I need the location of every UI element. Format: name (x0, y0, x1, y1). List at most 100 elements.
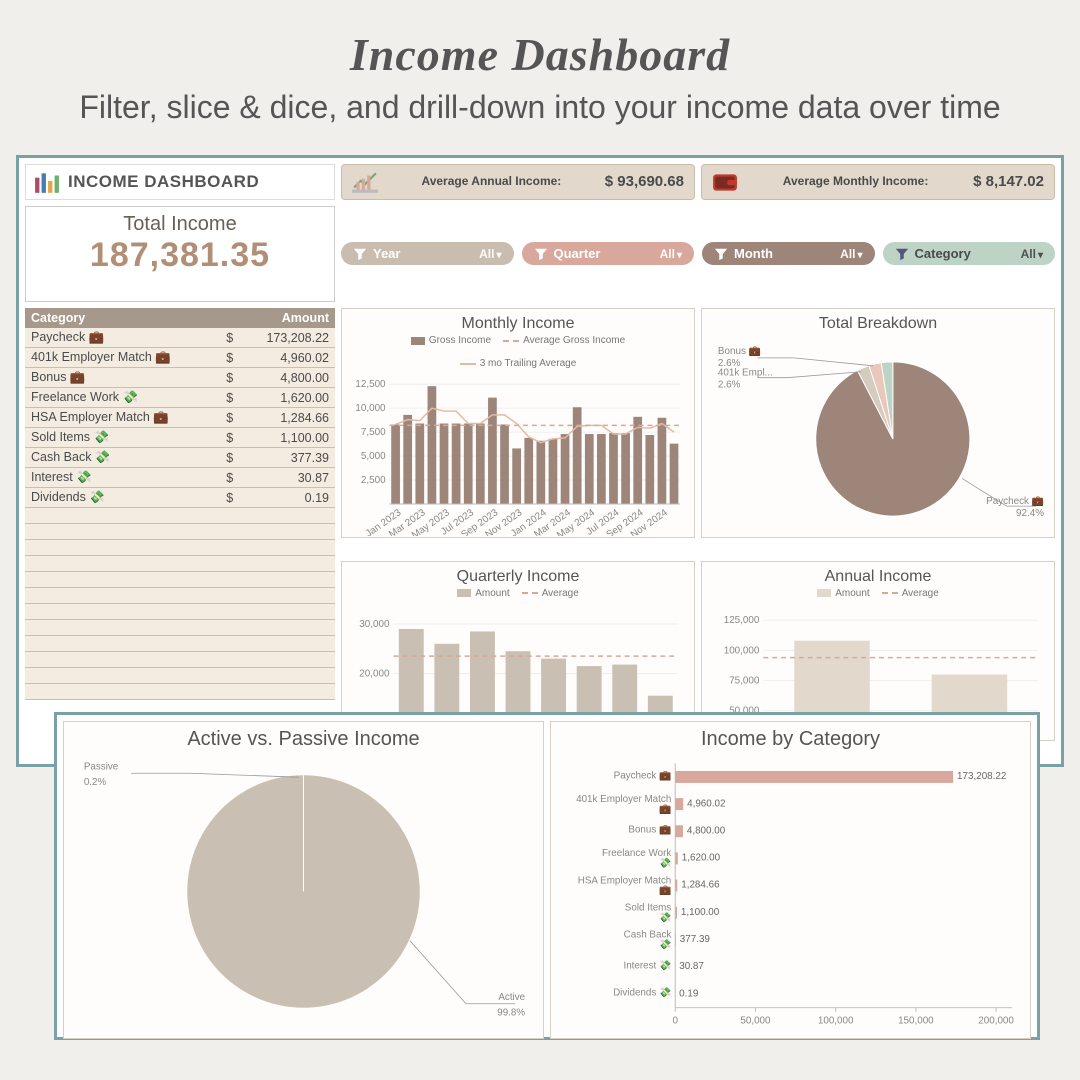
svg-text:10,000: 10,000 (355, 403, 386, 414)
svg-text:92.4%: 92.4% (1016, 508, 1044, 519)
svg-text:0.19: 0.19 (679, 988, 699, 999)
svg-text:100,000: 100,000 (818, 1015, 854, 1026)
kpi-annual-label: Average Annual Income: (386, 175, 597, 188)
svg-text:7,500: 7,500 (361, 427, 386, 438)
filter-icon (534, 247, 548, 261)
svg-text:150,000: 150,000 (898, 1015, 934, 1026)
svg-text:200,000: 200,000 (978, 1015, 1014, 1026)
svg-text:💼: 💼 (659, 885, 672, 896)
svg-text:HSA Employer Match: HSA Employer Match (578, 875, 672, 886)
category-table: Category Amount Paycheck 💼$173,208.22401… (25, 308, 335, 700)
svg-text:173,208.22: 173,208.22 (957, 771, 1006, 782)
svg-text:Paycheck 💼: Paycheck 💼 (986, 496, 1045, 507)
breakdown-chart-title: Total Breakdown (710, 315, 1046, 333)
svg-text:1,284.66: 1,284.66 (681, 880, 720, 891)
table-row: Bonus 💼$4,800.00 (25, 368, 335, 388)
overlay-frame: Active vs. Passive Income Passive0.2%Act… (54, 712, 1040, 1040)
annual-chart-legend: Amount Average (710, 588, 1046, 599)
svg-text:20,000: 20,000 (359, 668, 390, 679)
filter-month[interactable]: Month All (702, 242, 875, 265)
svg-text:Paycheck 💼: Paycheck 💼 (614, 770, 672, 781)
kpi-monthly-value: $ 8,147.02 (973, 173, 1044, 190)
total-income-label: Total Income (30, 213, 330, 236)
svg-text:Passive: Passive (84, 761, 119, 772)
dashboard-title: INCOME DASHBOARD (68, 172, 259, 192)
annual-chart-title: Annual Income (710, 568, 1046, 586)
svg-text:12,500: 12,500 (355, 379, 386, 390)
filter-quarter-value: All (660, 247, 682, 261)
filter-category[interactable]: Category All (883, 242, 1056, 265)
filter-year-label: Year (373, 246, 473, 261)
income-by-category-chart: Income by Category Paycheck 💼 173,208.22 4… (550, 721, 1031, 1039)
filter-icon (714, 247, 728, 261)
filter-category-value: All (1021, 247, 1043, 261)
hero-header: Income Dashboard Filter, slice & dice, a… (0, 0, 1080, 147)
page-subtitle: Filter, slice & dice, and drill-down int… (40, 87, 1040, 129)
bar-chart-icon (34, 171, 60, 193)
svg-text:377.39: 377.39 (680, 934, 711, 945)
filter-category-label: Category (915, 246, 1015, 261)
quarterly-chart-legend: Amount Average (350, 588, 686, 599)
filter-quarter[interactable]: Quarter All (522, 242, 695, 265)
table-row: Interest 💸$30.87 (25, 468, 335, 488)
page-title: Income Dashboard (40, 28, 1040, 81)
table-row: Freelance Work 💸$1,620.00 (25, 388, 335, 408)
active-passive-title: Active vs. Passive Income (72, 728, 535, 751)
svg-text:💸: 💸 (659, 939, 671, 951)
svg-text:401k Employer Match: 401k Employer Match (576, 794, 671, 805)
dashboard-title-bar: INCOME DASHBOARD (25, 164, 335, 200)
svg-text:💼: 💼 (659, 804, 672, 815)
filter-icon (353, 247, 367, 261)
filter-bar: Year All Quarter All Month All Category … (341, 206, 1055, 303)
monthly-chart-title: Monthly Income (350, 315, 686, 333)
filter-icon (895, 247, 909, 261)
total-income-card: Total Income 187,381.35 (25, 206, 335, 303)
svg-text:2.6%: 2.6% (718, 380, 741, 391)
svg-text:1,100.00: 1,100.00 (681, 907, 720, 918)
svg-text:0: 0 (673, 1015, 679, 1026)
kpi-annual: Average Annual Income: $ 93,690.68 (341, 164, 695, 200)
by-category-title: Income by Category (559, 728, 1022, 751)
table-row: Paycheck 💼$173,208.22 (25, 328, 335, 348)
total-income-value: 187,381.35 (30, 236, 330, 275)
svg-text:Bonus 💼: Bonus 💼 (628, 825, 672, 836)
svg-text:2,500: 2,500 (361, 475, 386, 486)
svg-text:4,960.02: 4,960.02 (687, 798, 725, 809)
filter-year-value: All (479, 247, 501, 261)
trend-up-icon (352, 171, 378, 193)
svg-text:30.87: 30.87 (679, 961, 704, 972)
kpi-monthly: Average Monthly Income: $ 8,147.02 (701, 164, 1055, 200)
svg-text:5,000: 5,000 (361, 451, 386, 462)
svg-text:50,000: 50,000 (740, 1015, 771, 1026)
filter-month-label: Month (734, 246, 834, 261)
table-row: Sold Items 💸$1,100.00 (25, 428, 335, 448)
svg-text:Interest 💸: Interest 💸 (623, 959, 671, 971)
monthly-income-chart: Monthly Income Gross Income Average Gros… (341, 308, 695, 538)
filter-quarter-label: Quarter (554, 246, 654, 261)
table-row: Dividends 💸$0.19 (25, 488, 335, 508)
col-category: Category (25, 308, 220, 328)
col-cur (220, 308, 239, 328)
svg-text:4,800.00: 4,800.00 (687, 825, 726, 836)
svg-text:30,000: 30,000 (359, 619, 390, 630)
monthly-chart-legend: Gross Income Average Gross Income 3 mo T… (350, 335, 686, 369)
svg-text:99.8%: 99.8% (497, 1008, 525, 1019)
dashboard-frame: INCOME DASHBOARD Average Annual Income: … (16, 155, 1064, 767)
svg-text:75,000: 75,000 (729, 675, 760, 686)
category-table-card: Category Amount Paycheck 💼$173,208.22401… (25, 308, 335, 757)
filter-month-value: All (840, 247, 862, 261)
wallet-icon (712, 171, 738, 193)
svg-text:0.2%: 0.2% (84, 777, 107, 788)
svg-text:401k Empl...: 401k Empl... (718, 368, 773, 379)
quarterly-chart-title: Quarterly Income (350, 568, 686, 586)
svg-text:1,620.00: 1,620.00 (682, 853, 721, 864)
svg-text:100,000: 100,000 (724, 645, 760, 656)
svg-text:Dividends 💸: Dividends 💸 (613, 986, 671, 998)
filter-year[interactable]: Year All (341, 242, 514, 265)
col-amount: Amount (239, 308, 335, 328)
active-passive-chart: Active vs. Passive Income Passive0.2%Act… (63, 721, 544, 1039)
table-row: HSA Employer Match 💼$1,284.66 (25, 408, 335, 428)
svg-text:Bonus 💼: Bonus 💼 (718, 346, 762, 357)
svg-text:💸: 💸 (659, 911, 671, 923)
svg-text:125,000: 125,000 (724, 615, 760, 626)
